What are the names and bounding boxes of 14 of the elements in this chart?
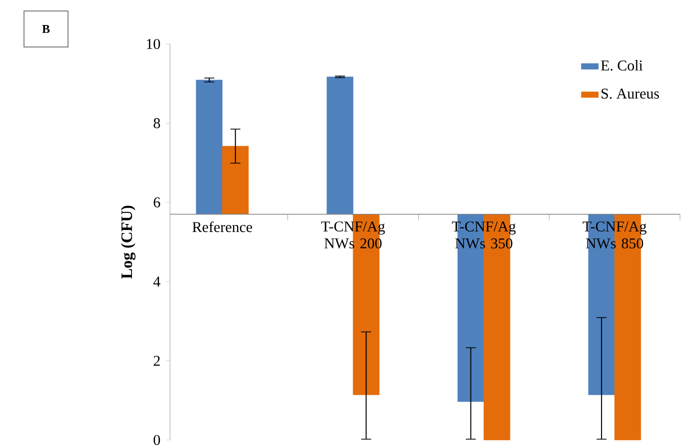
bar <box>196 80 223 214</box>
y-tick-label: 10 <box>146 38 160 50</box>
y-axis-title: Log (CFU) <box>120 206 136 279</box>
legend-label: E. Coli <box>601 60 643 71</box>
legend-label: S. Aureus <box>602 88 659 99</box>
bar <box>222 146 249 214</box>
y-tick-label: 4 <box>153 276 160 287</box>
bar <box>326 76 354 214</box>
text: B <box>42 25 50 33</box>
x-tick-label: Reference <box>192 221 252 232</box>
y-tick-label: 2 <box>154 356 160 366</box>
y-tick-label: 0 <box>154 434 160 446</box>
y-tick-label: 8 <box>154 118 160 128</box>
y-tick-label: 6 <box>154 197 160 208</box>
